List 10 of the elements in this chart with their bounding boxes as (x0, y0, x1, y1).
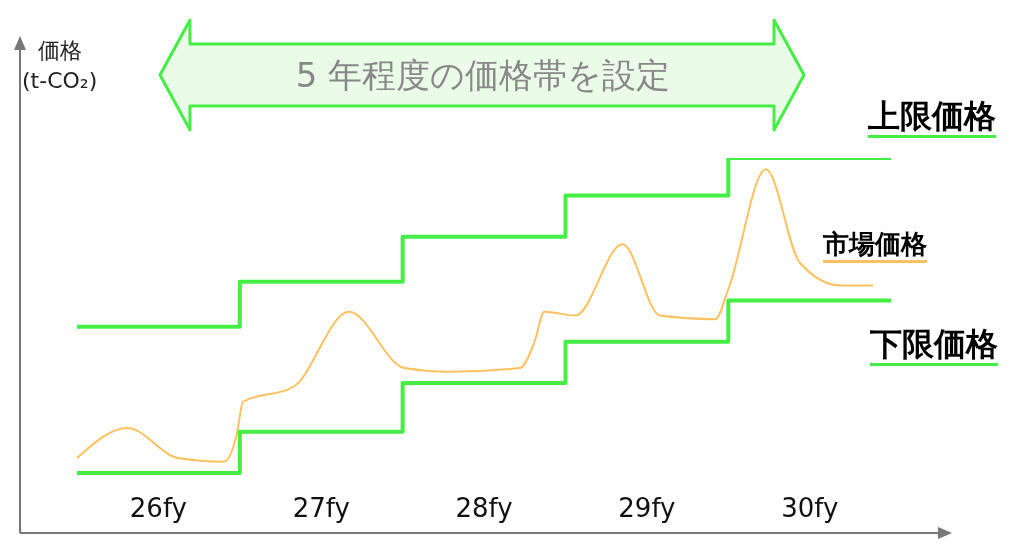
x-tick-label: 29fy (618, 493, 676, 523)
series-label: 下限価格 (870, 325, 998, 366)
x-tick-label: 26fy (129, 493, 187, 523)
series-label: 上限価格 (868, 97, 996, 138)
y-axis-title: 価格 (t-CO₂) (22, 37, 98, 95)
chart-title: 5 年程度の価格帯を設定 (294, 54, 672, 97)
x-tick-label: 28fy (455, 493, 513, 523)
series-label: 市場価格 (823, 229, 927, 263)
x-tick-label: 27fy (292, 493, 350, 523)
x-tick-label: 30fy (781, 493, 839, 523)
